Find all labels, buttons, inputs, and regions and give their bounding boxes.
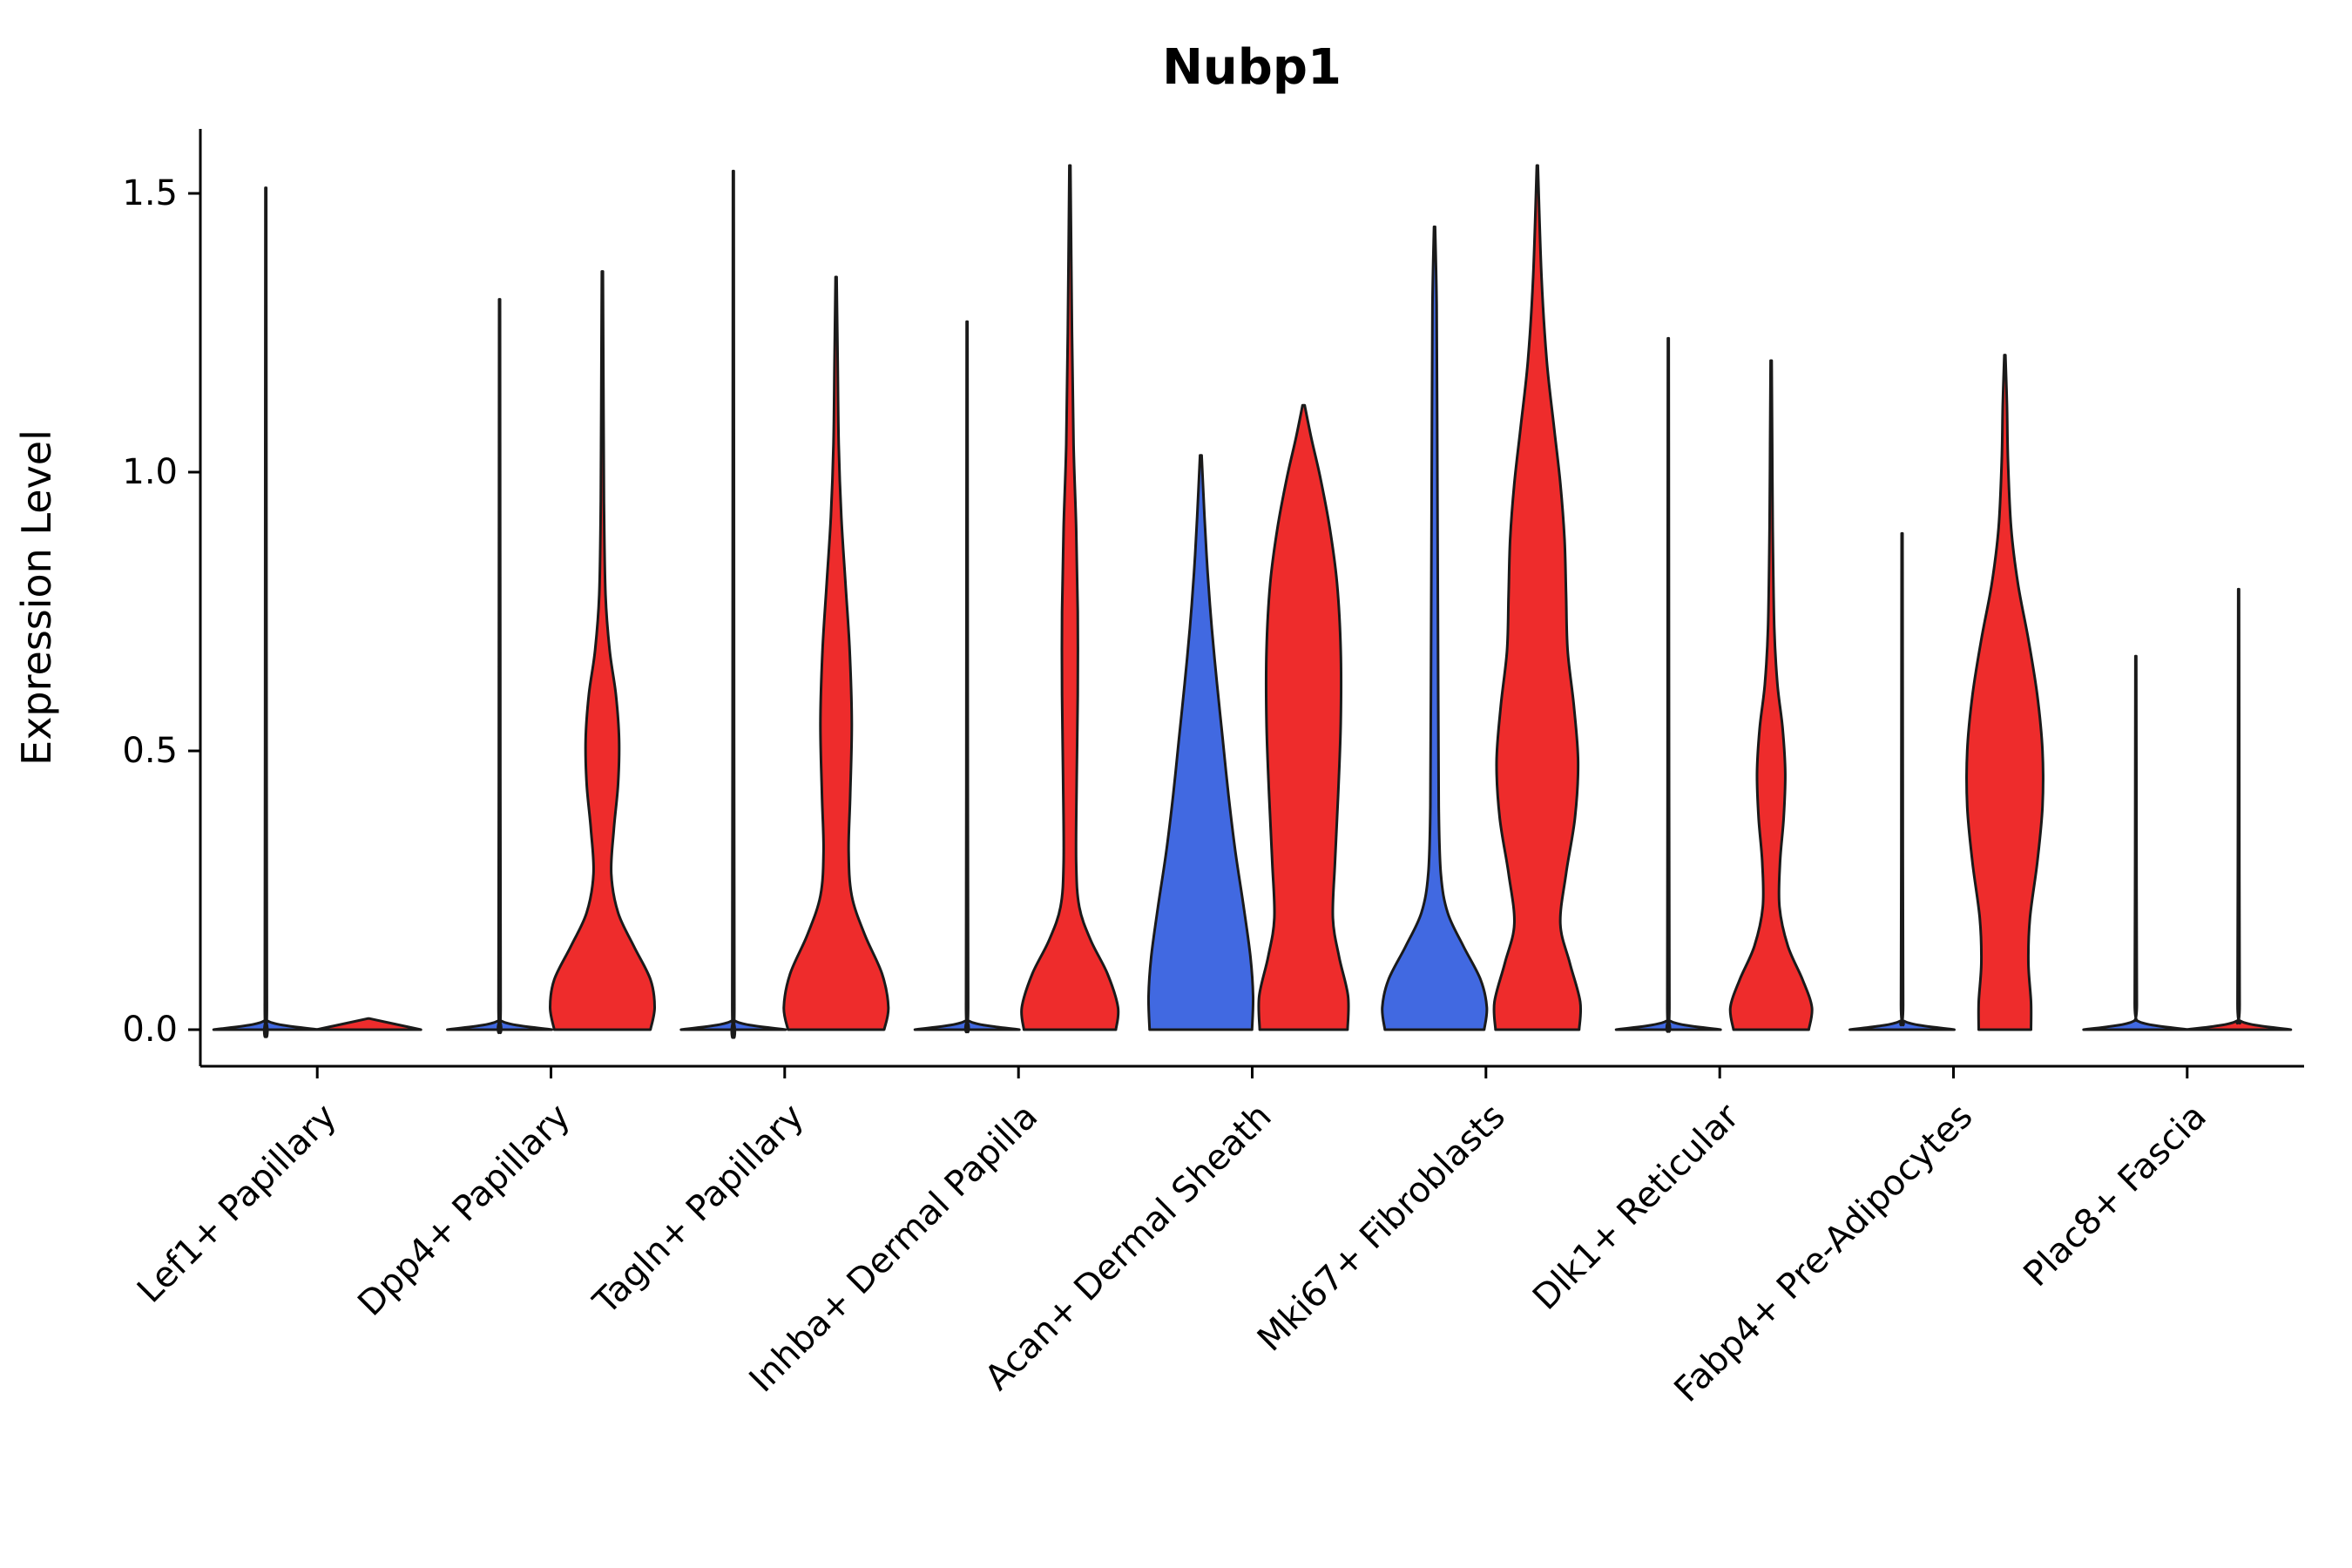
violin-dpp4-right (549, 270, 656, 1031)
violin-acan-right (1257, 403, 1350, 1031)
x-tick-label: Mki67+ Fibroblasts (1250, 1097, 1513, 1360)
violin-mki67-left (1381, 225, 1489, 1031)
y-tick-label: 1.5 (122, 173, 178, 213)
violin-inhba-left (913, 320, 1021, 1034)
violin-lef1-left (212, 186, 320, 1038)
violin-dlk1-left (1614, 336, 1722, 1033)
violin-dlk1-right (1728, 359, 1814, 1031)
violin-plac8-right (2185, 587, 2293, 1031)
y-tick-label: 1.0 (122, 452, 178, 492)
violin-inhba-right (1020, 164, 1120, 1031)
violin-lef1-right (314, 1017, 422, 1031)
x-tick-label: Dpp4+ Papillary (350, 1097, 578, 1324)
violins-layer (212, 164, 2293, 1039)
violin-fabp4-right (1965, 354, 2044, 1031)
chart-title: Nubp1 (1162, 39, 1342, 96)
violin-mki67-right (1492, 164, 1583, 1031)
violin-acan-left (1146, 454, 1255, 1031)
violin-dpp4-left (446, 298, 553, 1035)
violin-tagln-right (782, 275, 890, 1031)
y-tick-label: 0.0 (122, 1010, 178, 1050)
violin-tagln-left (679, 169, 787, 1039)
x-ticks-layer: Lef1+ Papillary Dpp4+ Papillary Tagln+ Pap… (130, 1066, 2214, 1410)
y-axis-label: Expression Level (13, 429, 60, 766)
x-tick-label: Tagln+ Papillary (585, 1097, 812, 1323)
x-tick-label: Dlk1+ Reticular (1525, 1096, 1747, 1318)
y-tick-label: 0.5 (122, 731, 178, 771)
y-ticks-layer: 0.0 0.5 1.0 1.5 (122, 173, 200, 1050)
violin-plac8-left (2082, 654, 2190, 1031)
x-tick-label: Lef1+ Papillary (130, 1097, 344, 1311)
violin-fabp4-left (1848, 531, 1956, 1031)
x-tick-label: Plac8+ Fascia (2016, 1097, 2214, 1295)
